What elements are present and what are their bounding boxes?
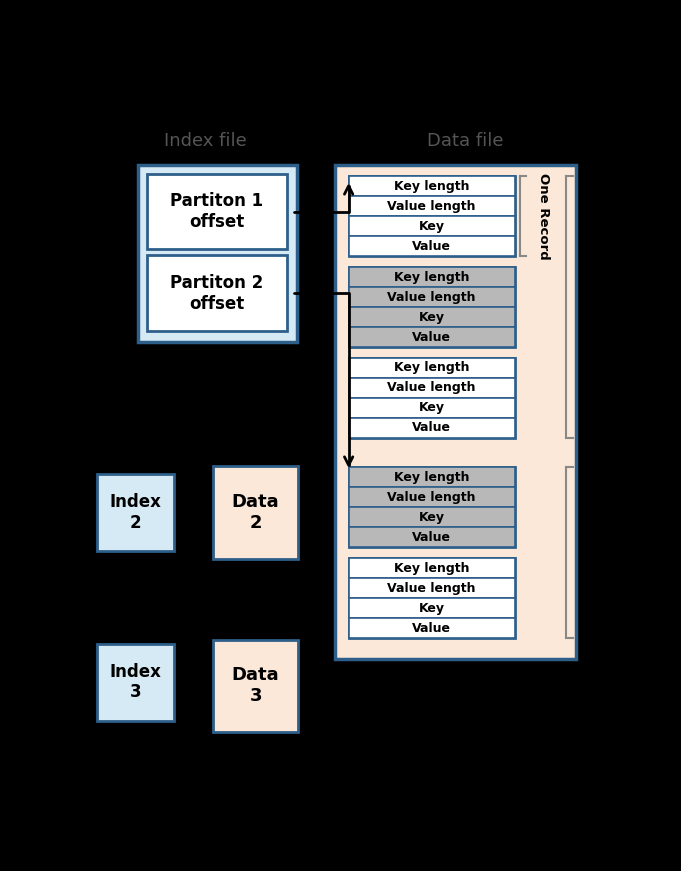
Text: Value: Value — [412, 331, 451, 343]
Bar — [349, 358, 516, 438]
Bar — [349, 196, 516, 216]
Bar — [349, 467, 516, 487]
Bar — [349, 378, 516, 398]
Text: Value length: Value length — [387, 199, 476, 213]
Text: Key length: Key length — [394, 470, 469, 483]
Bar — [349, 267, 516, 287]
Bar — [349, 578, 516, 598]
Text: Key length: Key length — [394, 361, 469, 375]
Bar — [349, 307, 516, 327]
Text: Key: Key — [419, 510, 445, 523]
Bar — [349, 287, 516, 307]
Bar — [349, 418, 516, 438]
Text: Index
2: Index 2 — [110, 493, 161, 532]
Bar — [213, 466, 298, 559]
Bar — [349, 598, 516, 618]
Text: Partiton 1
offset: Partiton 1 offset — [170, 192, 264, 231]
Bar — [349, 618, 516, 638]
Text: Index file: Index file — [164, 132, 247, 151]
Bar — [349, 236, 516, 256]
Text: Partiton 2
offset: Partiton 2 offset — [170, 273, 264, 313]
Text: Partition 2: Partition 2 — [579, 507, 594, 598]
Bar — [349, 398, 516, 418]
Text: Index
3: Index 3 — [110, 663, 161, 701]
Bar — [349, 327, 516, 347]
Text: Value length: Value length — [387, 291, 476, 303]
Bar — [336, 165, 575, 659]
Text: Key: Key — [419, 402, 445, 415]
Bar — [349, 467, 516, 547]
Text: Partition 1: Partition 1 — [579, 261, 594, 353]
Bar — [349, 507, 516, 527]
Bar — [349, 176, 516, 196]
Text: Value length: Value length — [387, 582, 476, 595]
Text: Data
3: Data 3 — [232, 666, 279, 706]
Text: Value length: Value length — [387, 381, 476, 395]
Bar — [147, 174, 287, 249]
Bar — [97, 474, 174, 551]
Bar — [349, 558, 516, 578]
Bar — [349, 176, 516, 256]
Bar — [138, 165, 297, 341]
Bar — [349, 487, 516, 507]
Text: Key: Key — [419, 602, 445, 615]
Text: Value: Value — [412, 240, 451, 253]
Text: Key length: Key length — [394, 562, 469, 575]
Text: Key: Key — [419, 219, 445, 233]
Bar — [213, 639, 298, 732]
Bar — [97, 644, 174, 720]
Text: Value: Value — [412, 530, 451, 544]
Text: Key: Key — [419, 311, 445, 323]
Text: Value: Value — [412, 622, 451, 635]
Bar — [349, 267, 516, 347]
Bar — [349, 558, 516, 638]
Bar — [147, 255, 287, 331]
Text: Data
2: Data 2 — [232, 493, 279, 532]
Text: One Record: One Record — [537, 172, 550, 260]
Bar — [349, 358, 516, 378]
Bar — [349, 527, 516, 547]
Text: Value: Value — [412, 422, 451, 435]
Bar — [349, 216, 516, 236]
Text: Data file: Data file — [426, 132, 503, 151]
Text: Key length: Key length — [394, 271, 469, 283]
Text: Value length: Value length — [387, 490, 476, 503]
Text: Key length: Key length — [394, 179, 469, 192]
